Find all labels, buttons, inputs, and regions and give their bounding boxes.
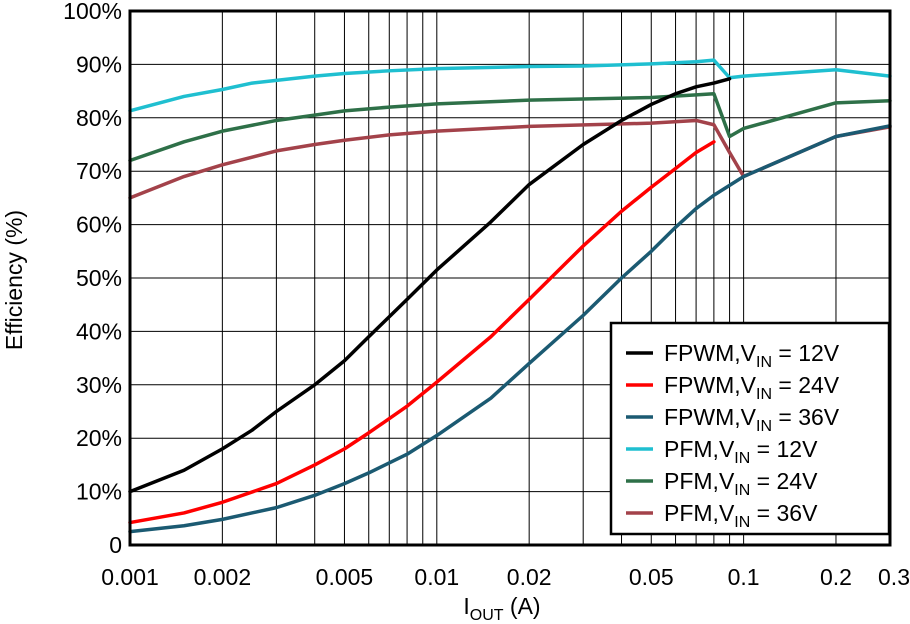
legend-label: FPWM,VIN = 36V [664, 404, 840, 435]
y-tick-label: 20% [76, 425, 122, 451]
legend-label: FPWM,VIN = 12V [664, 340, 840, 371]
y-tick-label: 10% [76, 479, 122, 505]
series-line-4 [128, 58, 892, 113]
y-tick-label: 80% [76, 105, 122, 131]
x-tick-label: 0.1 [728, 564, 760, 590]
y-tick-label: 70% [76, 158, 122, 184]
x-axis-title-rest: (A) [504, 593, 541, 619]
series-lines [128, 58, 892, 534]
y-tick-label: 100% [63, 0, 122, 24]
y-tick-label: 50% [76, 265, 122, 291]
legend-box [609, 321, 891, 536]
legend-label: PFM,VIN = 36V [664, 500, 818, 531]
x-tick-label: 0.2 [820, 564, 852, 590]
x-tick-label: 0.002 [194, 564, 252, 590]
y-tick-label: 40% [76, 318, 122, 344]
y-axis-title: Efficiency (%) [1, 210, 27, 350]
x-tick-label: 0.3 [878, 564, 910, 590]
x-tick-label: 0.05 [629, 564, 674, 590]
series-line-6 [128, 118, 892, 200]
legend-label: FPWM,VIN = 24V [664, 372, 840, 403]
series-line-2 [128, 140, 716, 525]
y-axis-ticks: 0 10% 20% 30% 40% 50% 60% 70% 80% 90% 100% [63, 0, 122, 558]
x-axis-title: IOUT (A) [463, 593, 540, 624]
legend-label: PFM,VIN = 24V [664, 468, 818, 499]
x-tick-label: 0.005 [316, 564, 374, 590]
series-line-3 [128, 124, 892, 534]
x-axis-title-main: I [463, 593, 469, 619]
y-tick-label: 60% [76, 212, 122, 238]
x-axis-ticks: 0.001 0.002 0.005 0.01 0.02 0.05 0.1 0.2 0.3 [101, 564, 910, 590]
x-axis-title-sub: OUT [470, 607, 504, 624]
x-tick-label: 0.001 [101, 564, 159, 590]
plot-frame [128, 9, 892, 547]
y-tick-label: 90% [76, 51, 122, 77]
y-tick-label: 0 [109, 532, 122, 558]
legend-label: PFM,VIN = 12V [664, 436, 818, 467]
y-tick-label: 30% [76, 372, 122, 398]
x-tick-label: 0.01 [414, 564, 459, 590]
series-line-1 [128, 77, 732, 494]
x-tick-label: 0.02 [507, 564, 552, 590]
series-line-5 [128, 92, 892, 163]
